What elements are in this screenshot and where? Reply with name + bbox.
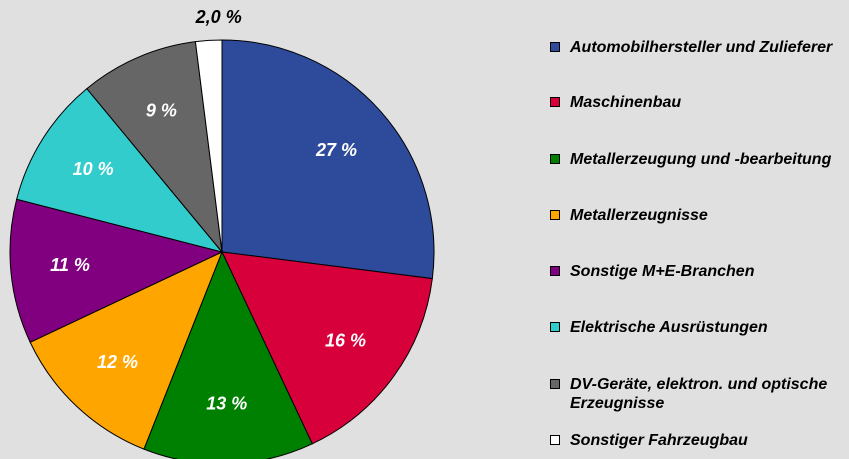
legend-swatch (550, 97, 560, 107)
pie-slice (143, 250, 313, 459)
pie-slice (29, 251, 223, 450)
pie-slice (221, 251, 433, 445)
legend-label: Elektrische Ausrüstungen (570, 319, 768, 336)
legend-entry: DV-Geräte, elektron. und optische Erzeug… (550, 375, 845, 413)
legend-label: Sonstiger Fahrzeugbau (570, 432, 748, 449)
legend-swatch (550, 210, 560, 220)
data-label: 9 % (146, 101, 177, 121)
data-label: 2,0 % (195, 7, 242, 27)
legend-entry: Metallerzeugung und -bearbeitung (550, 150, 845, 169)
legend-swatch (550, 435, 560, 445)
legend-entry: Metallerzeugnisse (550, 206, 845, 225)
pie-slice (194, 39, 223, 253)
pie-slice (86, 41, 223, 254)
data-label: 13 % (206, 393, 247, 413)
legend-label: Metallerzeugung und -bearbeitung (570, 151, 832, 168)
legend-entry: Elektrische Ausrüstungen (550, 318, 845, 337)
legend-label: DV-Geräte, elektron. und optische Erzeug… (570, 376, 828, 412)
legend-entry: Automobilhersteller und Zulieferer (550, 38, 845, 57)
legend-swatch (550, 266, 560, 276)
data-label: 10 % (73, 159, 114, 179)
legend-entry: Sonstiger Fahrzeugbau (550, 431, 845, 450)
legend-entry: Maschinenbau (550, 93, 845, 112)
legend-label: Automobilhersteller und Zulieferer (570, 39, 833, 56)
legend-swatch (550, 42, 560, 52)
pie-slice (9, 198, 224, 343)
data-label: 27 % (315, 140, 357, 160)
data-label: 11 % (50, 255, 90, 275)
data-label: 16 % (325, 330, 366, 350)
legend-label: Metallerzeugnisse (570, 207, 708, 224)
legend-label: Sonstige M+E-Branchen (570, 263, 755, 280)
legend-swatch (550, 379, 560, 389)
legend-swatch (550, 154, 560, 164)
legend-entry: Sonstige M+E-Branchen (550, 262, 845, 281)
data-label: 12 % (97, 352, 138, 372)
legend-swatch (550, 322, 560, 332)
pie-slice (16, 87, 224, 253)
legend-label: Maschinenbau (570, 94, 682, 111)
pie-slice (221, 39, 435, 280)
